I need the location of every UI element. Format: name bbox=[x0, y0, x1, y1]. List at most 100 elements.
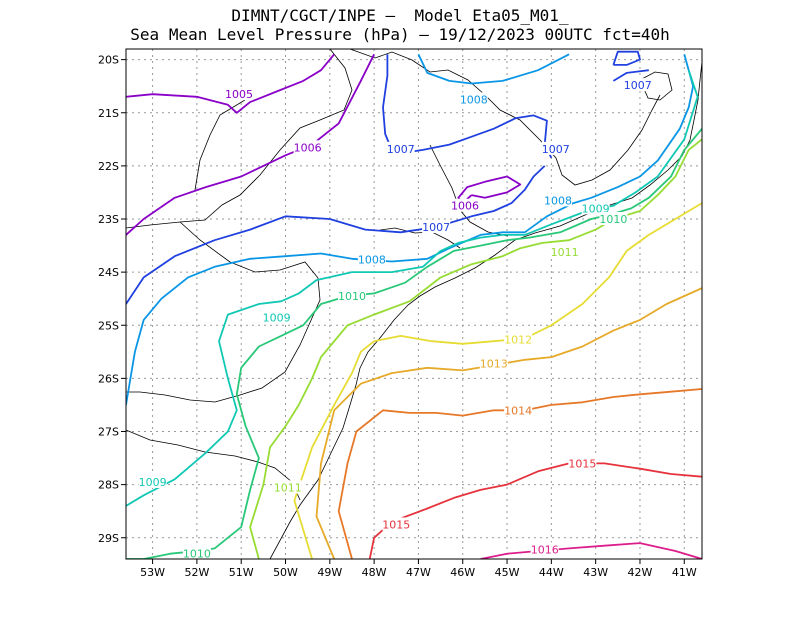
contour-1010 bbox=[126, 128, 702, 559]
contour-label-bg bbox=[550, 244, 579, 258]
contour-label-1016: 1016 bbox=[531, 543, 559, 556]
contour-label-1006: 1006 bbox=[451, 200, 479, 213]
contour-1013 bbox=[315, 287, 702, 559]
contour-label-bg bbox=[504, 332, 533, 346]
grid-lines bbox=[126, 49, 702, 559]
contour-label-1008: 1008 bbox=[358, 253, 386, 266]
contour-label-bg bbox=[138, 474, 167, 488]
state-border bbox=[639, 71, 673, 101]
contour-label-1007: 1007 bbox=[422, 221, 450, 234]
contour-label-bg bbox=[544, 193, 572, 207]
y-tick-label: 23S bbox=[98, 213, 119, 226]
contour-1007 bbox=[612, 69, 649, 82]
x-tick-label: 49W bbox=[317, 566, 342, 579]
chart-title: DIMNT/CGCT/INPE – Model Eta05_M01_ bbox=[231, 6, 569, 25]
x-tick-label: 53W bbox=[140, 566, 165, 579]
contour-label-bg bbox=[568, 456, 597, 470]
x-tick-label: 44W bbox=[539, 566, 564, 579]
contour-label-1008: 1008 bbox=[460, 93, 488, 106]
contour-1007 bbox=[382, 54, 553, 159]
contour-label-bg bbox=[386, 141, 415, 155]
contour-lines bbox=[126, 50, 702, 559]
x-tick-label: 50W bbox=[273, 566, 298, 579]
contour-label-1010: 1010 bbox=[183, 548, 211, 561]
contour-label-bg bbox=[599, 212, 628, 225]
contour-label-bg bbox=[479, 356, 508, 370]
contour-label-bg bbox=[422, 219, 451, 233]
y-tick-label: 24S bbox=[98, 266, 119, 279]
x-tick-label: 52W bbox=[184, 566, 209, 579]
contour-label-bg bbox=[530, 542, 559, 556]
contour-label-bg bbox=[459, 92, 488, 106]
contour-label-1009: 1009 bbox=[139, 476, 167, 489]
contour-1005 bbox=[126, 53, 335, 114]
contour-label-bg bbox=[541, 141, 570, 155]
chart-subtitle: Sea Mean Level Pressure (hPa) – 19/12/20… bbox=[130, 25, 670, 44]
contour-label-1007: 1007 bbox=[387, 143, 415, 156]
contour-1007 bbox=[612, 50, 641, 66]
contour-label-bg bbox=[623, 78, 652, 92]
state-border bbox=[349, 49, 661, 186]
contour-1014 bbox=[337, 388, 702, 559]
contour-1012 bbox=[293, 202, 702, 559]
contour-label-1011: 1011 bbox=[551, 246, 579, 259]
state-border bbox=[126, 49, 353, 229]
contour-label-1009: 1009 bbox=[263, 311, 291, 324]
x-tick-label: 46W bbox=[450, 566, 475, 579]
contour-label-bg bbox=[293, 140, 322, 154]
y-tick-label: 21S bbox=[98, 107, 119, 120]
contour-label-bg bbox=[357, 252, 386, 266]
contour-label-1007: 1007 bbox=[624, 79, 652, 92]
contour-label-1010: 1010 bbox=[338, 290, 366, 303]
x-tick-label: 43W bbox=[583, 566, 608, 579]
contour-1016 bbox=[480, 542, 702, 559]
contour-label-1008: 1008 bbox=[544, 194, 572, 207]
state-border bbox=[126, 221, 321, 403]
x-tick-label: 41W bbox=[672, 566, 697, 579]
contour-label-1013: 1013 bbox=[480, 358, 508, 371]
contour-label-bg bbox=[262, 310, 291, 324]
contour-label-bg bbox=[450, 198, 479, 212]
contour-label-bg bbox=[504, 403, 533, 417]
contour-label-1010: 1010 bbox=[599, 213, 627, 226]
x-tick-label: 47W bbox=[406, 566, 431, 579]
contour-label-bg bbox=[337, 289, 366, 303]
contour-1008 bbox=[417, 53, 570, 85]
contour-label-1015: 1015 bbox=[382, 518, 410, 531]
contour-label-1015: 1015 bbox=[568, 457, 596, 470]
x-tick-label: 42W bbox=[628, 566, 653, 579]
contour-label-1012: 1012 bbox=[504, 334, 532, 347]
y-tick-label: 27S bbox=[98, 426, 119, 439]
contour-label-bg bbox=[224, 87, 253, 101]
axis-ticks: 53W 52W 51W 50W 49W 48W 47W 46W 45W 44W 43W 42W 41W 2… bbox=[98, 54, 697, 579]
contour-label-bg bbox=[182, 546, 211, 560]
contour-label-bg bbox=[581, 201, 610, 215]
state-border bbox=[194, 99, 246, 191]
contour-1008 bbox=[126, 54, 694, 406]
contour-1011 bbox=[249, 138, 702, 559]
contour-label-1006: 1006 bbox=[294, 141, 322, 154]
contour-1006 bbox=[126, 53, 375, 236]
y-tick-label: 29S bbox=[98, 532, 119, 545]
x-tick-label: 51W bbox=[229, 566, 254, 579]
contour-1009 bbox=[126, 69, 699, 507]
plot-frame bbox=[125, 48, 703, 560]
y-tick-label: 28S bbox=[98, 479, 119, 492]
y-tick-label: 22S bbox=[98, 160, 119, 173]
contour-label-1014: 1014 bbox=[504, 404, 532, 417]
x-tick-label: 48W bbox=[362, 566, 387, 579]
contour-1007 bbox=[126, 165, 546, 305]
x-tick-label: 45W bbox=[495, 566, 520, 579]
contour-label-1007: 1007 bbox=[542, 143, 570, 156]
y-tick-label: 20S bbox=[98, 54, 119, 67]
y-tick-label: 25S bbox=[98, 319, 119, 332]
coastline-borders bbox=[126, 49, 702, 559]
contour-label-bg bbox=[273, 480, 302, 494]
contour-label-1005: 1005 bbox=[225, 88, 253, 101]
contour-label-1011: 1011 bbox=[274, 481, 302, 494]
state-border bbox=[126, 429, 301, 501]
contour-label-bg bbox=[382, 517, 411, 531]
y-tick-label: 26S bbox=[98, 372, 119, 385]
